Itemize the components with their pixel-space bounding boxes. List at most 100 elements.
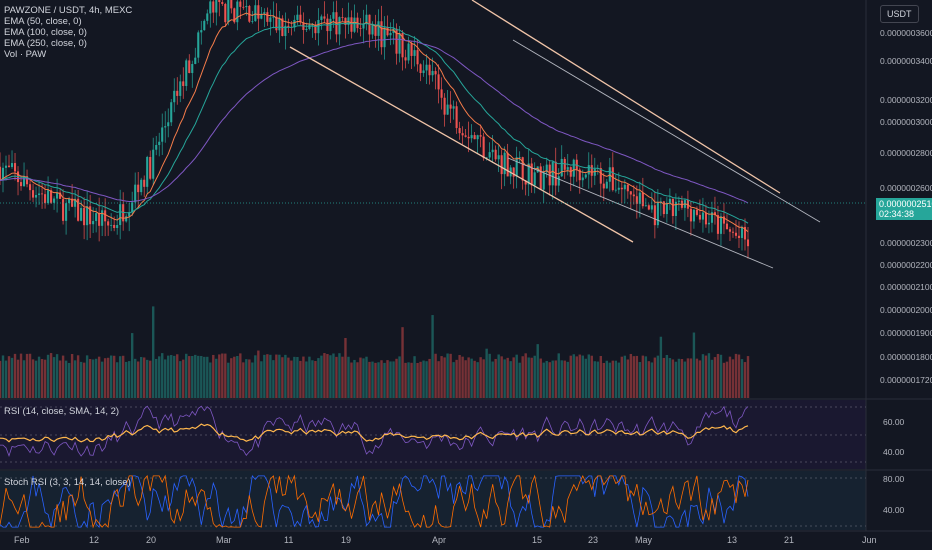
volume-bar xyxy=(617,362,621,398)
candle-body xyxy=(134,184,137,203)
volume-bar xyxy=(323,353,326,398)
candle-body xyxy=(557,176,560,186)
volume-bar xyxy=(299,360,302,398)
candle-body xyxy=(479,135,482,137)
candle-body xyxy=(269,17,272,22)
candle-body xyxy=(344,17,347,26)
candle-body xyxy=(86,206,89,226)
volume-bar xyxy=(650,362,654,398)
trendline-lower-inner xyxy=(507,157,774,269)
volume-bar xyxy=(530,357,533,398)
volume-bar xyxy=(206,356,209,398)
volume-bar xyxy=(260,361,263,398)
volume-bar xyxy=(473,360,476,398)
volume-bar xyxy=(674,361,678,398)
volume-bar xyxy=(734,353,738,398)
volume-bar xyxy=(383,362,386,398)
candle-body xyxy=(188,60,191,73)
volume-bar xyxy=(142,357,146,398)
candle-body xyxy=(482,136,485,159)
candle-body xyxy=(212,1,215,13)
candle-body xyxy=(728,229,732,232)
volume-bar xyxy=(227,362,230,398)
x-tick-label: 11 xyxy=(284,535,293,545)
candle-body xyxy=(245,5,248,8)
candle-body xyxy=(668,198,671,203)
volume-bar xyxy=(641,355,645,398)
volume-bar xyxy=(596,361,599,398)
rsi-tick-label: 60.00 xyxy=(883,417,905,427)
rsi-line xyxy=(0,405,749,458)
candle-body xyxy=(389,33,392,36)
volume-bar xyxy=(494,358,497,398)
x-tick-label: 21 xyxy=(784,535,794,545)
volume-bar xyxy=(500,356,503,398)
candle-body xyxy=(629,191,632,195)
volume-bar xyxy=(43,359,47,398)
y-tick-label: 0.0000003400 xyxy=(880,56,932,66)
candle-body xyxy=(350,17,353,32)
volume-bar xyxy=(404,362,407,398)
volume-bar xyxy=(49,353,53,398)
candle-body xyxy=(431,71,434,76)
candle-body xyxy=(194,57,197,64)
volume-bar xyxy=(407,362,410,398)
candle-body xyxy=(305,28,308,30)
candle-body xyxy=(485,157,488,159)
candle-body xyxy=(533,172,536,186)
volume-bar xyxy=(443,357,446,398)
stoch-tick-label: 40.00 xyxy=(883,505,905,515)
volume-bar xyxy=(263,354,266,398)
volume-bar xyxy=(230,358,233,398)
volume-bar xyxy=(28,353,32,398)
trendline-upper xyxy=(471,0,781,194)
volume-bar xyxy=(248,359,251,398)
candle-body xyxy=(263,12,266,14)
candle-body xyxy=(710,212,713,223)
candle-body xyxy=(143,179,146,187)
volume-bar xyxy=(602,362,606,398)
volume-bar xyxy=(572,354,575,398)
volume-bar xyxy=(149,360,152,398)
volume-bar xyxy=(85,355,89,398)
candle-body xyxy=(566,167,569,170)
candle-body xyxy=(317,19,320,34)
volume-bar xyxy=(173,355,176,398)
volume-bar xyxy=(719,354,723,398)
volume-bar xyxy=(245,359,248,398)
candle-body xyxy=(722,216,726,224)
volume-bar xyxy=(626,359,630,398)
candle-body xyxy=(494,149,497,160)
candle-body xyxy=(437,74,440,90)
candle-body xyxy=(56,192,59,199)
candle-body xyxy=(113,224,116,229)
currency-button[interactable]: USDT xyxy=(880,5,919,23)
candle-body xyxy=(131,202,134,213)
volume-bar xyxy=(365,356,368,398)
y-tick-label: 0.0000002800 xyxy=(880,148,932,158)
volume-bar xyxy=(161,353,164,398)
volume-bar xyxy=(419,361,422,398)
volume-bar xyxy=(10,357,14,398)
candle-body xyxy=(68,198,71,204)
volume-bar xyxy=(97,356,101,398)
volume-bar xyxy=(485,348,488,398)
candle-body xyxy=(341,17,344,18)
volume-bar xyxy=(374,362,377,398)
volume-bar xyxy=(671,359,675,398)
candle-body xyxy=(476,135,479,140)
volume-bar xyxy=(476,362,479,398)
volume-bar xyxy=(73,360,77,398)
volume-bar xyxy=(46,354,50,398)
chart-legend: PAWZONE / USDT, 4h, MEXC EMA (50, close,… xyxy=(4,5,132,60)
candle-body xyxy=(332,12,335,19)
volume-bar xyxy=(182,359,185,398)
candle-body xyxy=(152,149,155,179)
x-tick-label: Mar xyxy=(216,535,232,545)
volume-bar xyxy=(470,358,473,398)
volume-bar xyxy=(109,355,113,398)
candle-body xyxy=(401,33,404,58)
candle-body xyxy=(527,163,530,185)
candle-body xyxy=(581,177,584,181)
